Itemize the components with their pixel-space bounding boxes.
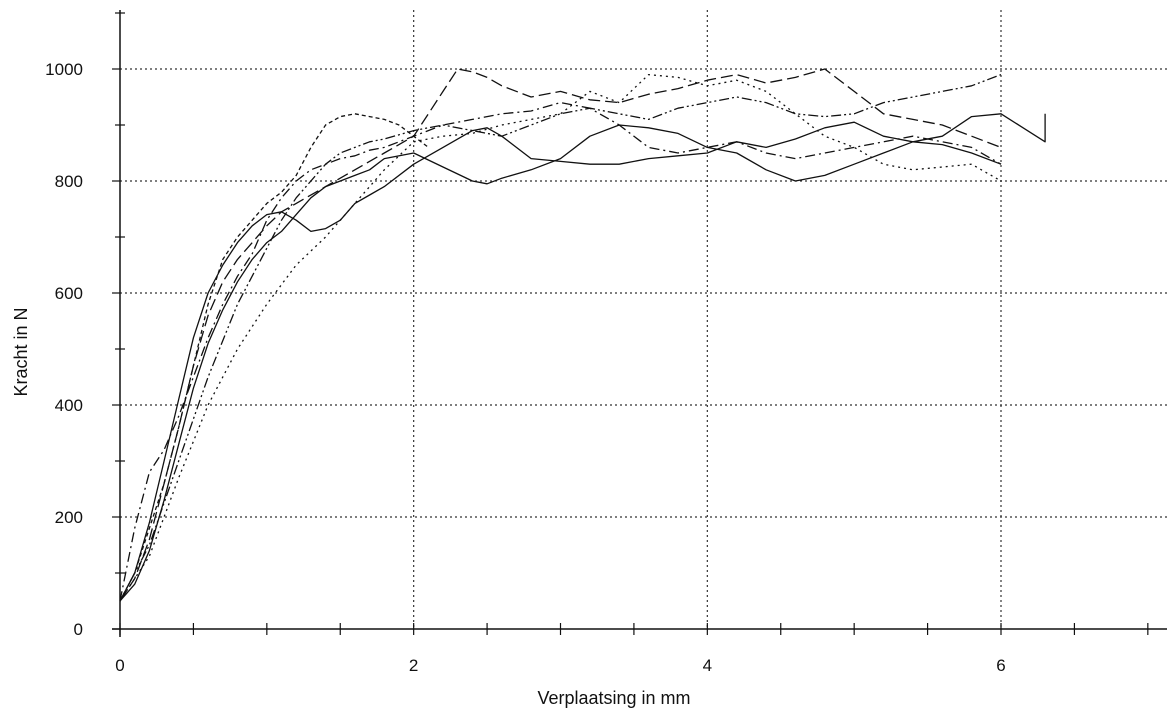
y-tick-label: 800 <box>55 172 83 191</box>
x-axis-title: Verplaatsing in mm <box>537 688 690 708</box>
x-tick-label: 6 <box>996 656 1005 675</box>
x-tick-label: 4 <box>703 656 712 675</box>
y-tick-label: 400 <box>55 396 83 415</box>
axes <box>112 10 1167 637</box>
series-line-6 <box>119 73 1002 602</box>
series-line-3 <box>119 68 1002 602</box>
tick-labels: 0 200 400 600 800 1000 0 2 4 6 <box>45 60 1006 675</box>
series-line-5 <box>119 101 1002 602</box>
grid-lines <box>120 10 1169 629</box>
y-tick-label: 200 <box>55 508 83 527</box>
series-line-4 <box>119 73 1002 602</box>
x-tick-label: 2 <box>409 656 418 675</box>
series-layer <box>119 68 1046 602</box>
y-tick-label: 0 <box>74 620 83 639</box>
series-line-7 <box>119 113 429 602</box>
x-tick-label: 0 <box>115 656 124 675</box>
y-tick-label: 600 <box>55 284 83 303</box>
y-axis-title: Kracht in N <box>11 307 31 396</box>
series-line-1 <box>119 113 1046 602</box>
series-line-2 <box>119 124 1002 602</box>
y-tick-label: 1000 <box>45 60 83 79</box>
